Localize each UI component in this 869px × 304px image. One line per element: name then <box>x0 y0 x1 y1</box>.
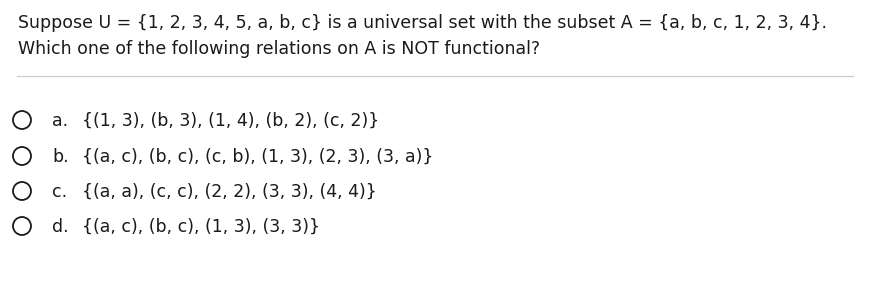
Text: {(a, a), (c, c), (2, 2), (3, 3), (4, 4)}: {(a, a), (c, c), (2, 2), (3, 3), (4, 4)} <box>82 183 376 201</box>
Text: {(a, c), (b, c), (1, 3), (3, 3)}: {(a, c), (b, c), (1, 3), (3, 3)} <box>82 218 320 236</box>
Text: {(a, c), (b, c), (c, b), (1, 3), (2, 3), (3, a)}: {(a, c), (b, c), (c, b), (1, 3), (2, 3),… <box>82 148 433 166</box>
Text: d.: d. <box>52 218 69 236</box>
Text: b.: b. <box>52 148 69 166</box>
Text: c.: c. <box>52 183 67 201</box>
Text: a.: a. <box>52 112 68 130</box>
Text: {(1, 3), (b, 3), (1, 4), (b, 2), (c, 2)}: {(1, 3), (b, 3), (1, 4), (b, 2), (c, 2)} <box>82 112 379 130</box>
Text: Suppose U = {1, 2, 3, 4, 5, a, b, c} is a universal set with the subset A = {a, : Suppose U = {1, 2, 3, 4, 5, a, b, c} is … <box>18 14 826 32</box>
Text: Which one of the following relations on A is NOT functional?: Which one of the following relations on … <box>18 40 540 58</box>
